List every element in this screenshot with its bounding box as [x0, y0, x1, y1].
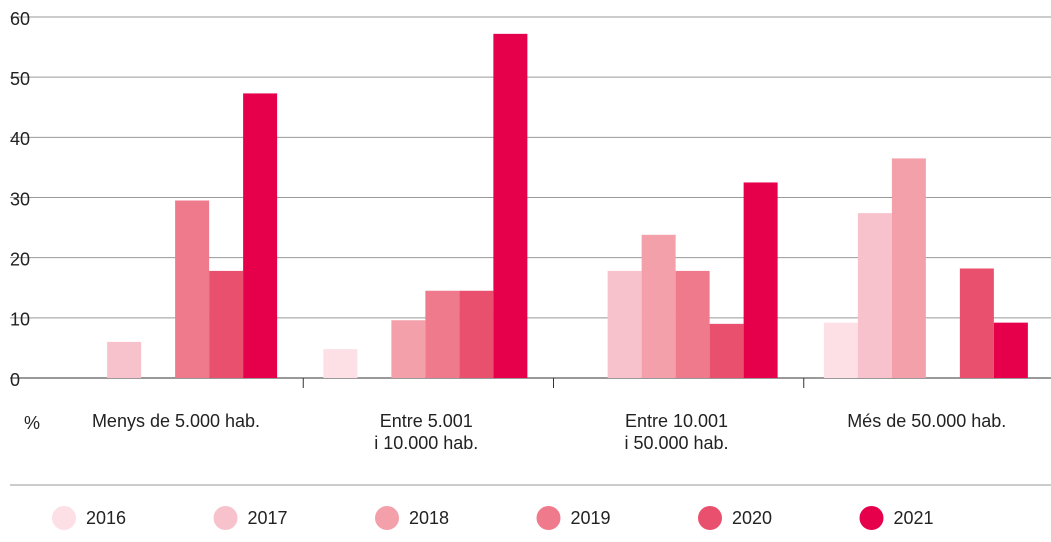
- bar: [675, 270, 710, 378]
- legend-label: 2019: [571, 508, 611, 528]
- y-axis-label: %: [24, 413, 40, 433]
- x-tick-label: Entre 10.001 i 50.000 hab.: [624, 411, 729, 453]
- legend-label: 2020: [732, 508, 772, 528]
- y-tick-label: 30: [10, 189, 30, 209]
- legend-swatch: [52, 506, 76, 530]
- y-tick-label: 50: [10, 69, 30, 89]
- legend-swatch: [375, 506, 399, 530]
- bar: [823, 322, 858, 378]
- bar: [857, 213, 892, 378]
- legend-label: 2017: [248, 508, 288, 528]
- bar: [425, 290, 460, 378]
- y-tick-label: 10: [10, 310, 30, 330]
- bar: [209, 270, 244, 378]
- bar: [743, 182, 778, 378]
- bar: [607, 270, 642, 378]
- bar: [641, 234, 676, 378]
- bar: [959, 268, 994, 378]
- bar: [175, 200, 210, 378]
- legend-swatch: [536, 506, 561, 530]
- bar: [493, 33, 528, 378]
- bar: [459, 290, 494, 378]
- bar: [391, 320, 426, 378]
- x-tick-label: Entre 5.001 i 10.000 hab.: [374, 411, 479, 453]
- legend-label: 2021: [894, 508, 934, 528]
- legend-swatch: [859, 506, 884, 530]
- legend-swatch: [213, 506, 238, 530]
- x-tick-label: Més de 50.000 hab.: [847, 411, 1007, 431]
- y-tick-label: 40: [10, 129, 30, 149]
- bar: [323, 349, 358, 378]
- bar: [709, 323, 744, 378]
- bar: [993, 322, 1028, 378]
- y-tick-label: 0: [10, 370, 20, 390]
- bar: [891, 158, 926, 378]
- x-tick-label: Menys de 5.000 hab.: [91, 411, 261, 431]
- legend-label: 2018: [409, 508, 449, 528]
- y-tick-label: 20: [10, 249, 30, 269]
- legend-swatch: [698, 506, 722, 530]
- legend-label: 2016: [86, 508, 126, 528]
- bar: [107, 341, 142, 378]
- y-tick-label: 60: [10, 9, 30, 29]
- bar: [243, 93, 278, 378]
